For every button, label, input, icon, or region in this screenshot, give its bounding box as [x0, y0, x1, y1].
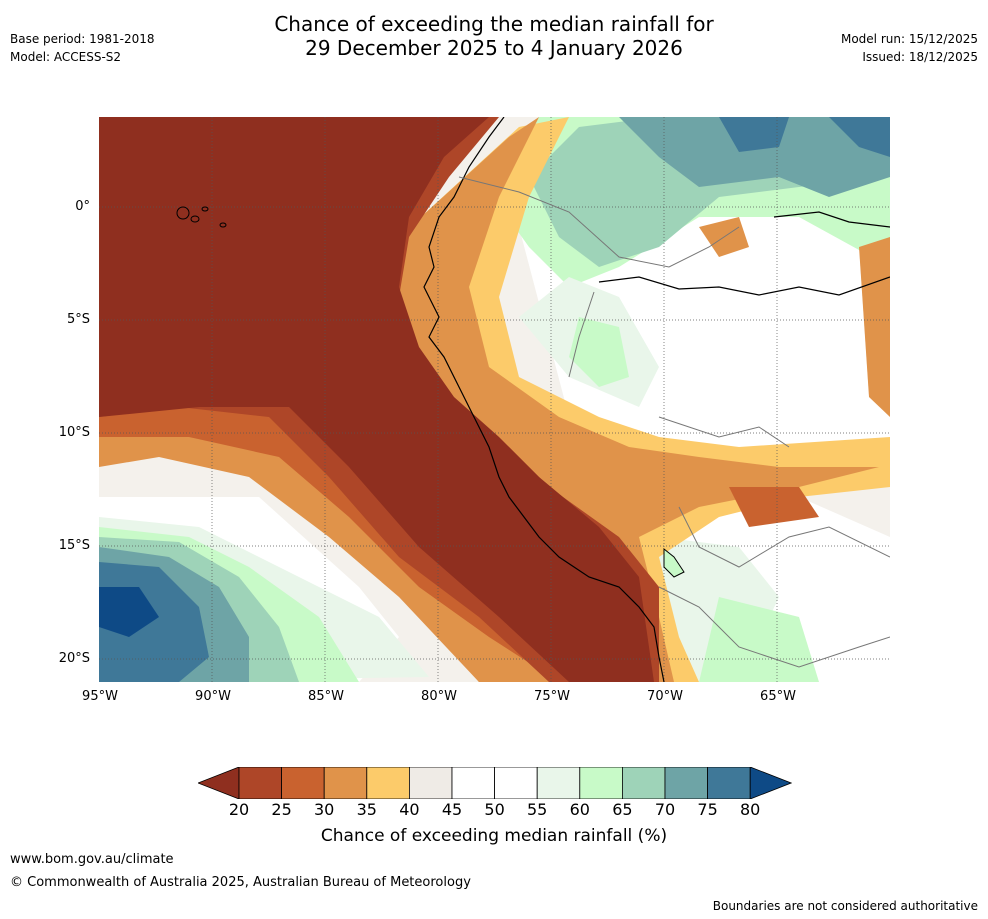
country-borders: [458, 176, 890, 668]
galapagos-islands: [176, 206, 227, 228]
colorbar-cell: [707, 767, 751, 799]
colorbar-tick-label: 40: [399, 800, 420, 819]
colorbar-tick-label: 80: [740, 800, 761, 819]
lat-label-5s: 5°S: [66, 312, 90, 327]
title-line1: Chance of exceeding the median rainfall …: [274, 12, 714, 36]
colorbar-tick-label: 30: [314, 800, 335, 819]
colorbar-cell: [238, 767, 282, 799]
lat-label-10s: 10°S: [58, 425, 90, 440]
colorbar-cell: [281, 767, 325, 799]
colorbar-arrow-high: [749, 767, 792, 799]
footer-disclaimer: Boundaries are not considered authoritat…: [712, 899, 978, 913]
lon-label-70w: 70°W: [647, 689, 683, 704]
model-name: Model: ACCESS-S2: [10, 50, 122, 64]
colorbar-cell: [408, 767, 453, 799]
title-line2: 29 December 2025 to 4 January 2026: [305, 36, 683, 60]
colorbar-tick-label: 55: [527, 800, 548, 819]
colorbar-tick-label: 50: [484, 800, 505, 819]
colorbar-cell: [536, 767, 581, 799]
colorbar-cell: [621, 767, 666, 799]
colorbar-cell: [494, 767, 538, 799]
lon-label-65w: 65°W: [760, 689, 796, 704]
footer-url: www.bom.gov.au/climate: [10, 852, 174, 867]
colorbar-tick-label: 60: [569, 800, 590, 819]
lat-label-15s: 15°S: [58, 538, 90, 553]
region-below-20-ocean: [99, 117, 654, 682]
region-60-65-bolivia: [699, 597, 819, 682]
colorbar-tick-label: 70: [654, 800, 676, 819]
region-dry-patch-3: [729, 487, 819, 527]
header-meta-left: Base period: 1981-2018 Model: ACCESS-S2: [10, 30, 155, 66]
colorbar-tick-label: 65: [612, 800, 633, 819]
region-75-80-north: [719, 117, 890, 157]
colorbar-tick-label: 25: [271, 800, 292, 819]
lon-label-85w: 85°W: [308, 689, 344, 704]
region-70-75-north: [619, 117, 890, 197]
lon-label-90w: 90°W: [195, 689, 231, 704]
lon-label-95w: 95°W: [82, 689, 118, 704]
lon-label-80w: 80°W: [421, 689, 457, 704]
model-run: Model run: 15/12/2025: [840, 32, 978, 46]
colorbar-tick-label: 20: [228, 800, 250, 819]
colorbar-tick-label: 35: [356, 800, 377, 819]
colorbar-cell: [366, 767, 410, 799]
lon-label-75w: 75°W: [534, 689, 570, 704]
issued-date: Issued: 18/12/2025: [862, 50, 978, 64]
colorbar-cell: [451, 767, 495, 799]
footer-copyright: © Commonwealth of Australia 2025, Austra…: [10, 875, 471, 890]
colorbar-cell: [579, 767, 623, 799]
lat-label-20s: 20°S: [58, 651, 90, 666]
base-period: Base period: 1981-2018: [10, 32, 155, 46]
lat-label-0: 0°: [75, 199, 90, 214]
region-60-65-peru: [569, 317, 629, 387]
colorbar-tick-label: 75: [697, 800, 718, 819]
coastline: [423, 117, 665, 682]
region-above-80-ocean: [99, 587, 159, 637]
lake-titicaca: [663, 547, 685, 578]
rainfall-map: [99, 117, 890, 682]
colorbar: [198, 767, 792, 799]
graticule: [99, 117, 890, 682]
amazon-river: [598, 211, 890, 296]
colorbar-tick-label: 45: [441, 800, 463, 819]
colorbar-label: Chance of exceeding median rainfall (%): [320, 826, 668, 846]
colorbar-cell: [323, 767, 368, 799]
map-title: Chance of exceeding the median rainfall …: [0, 12, 988, 60]
colorbar-cell: [664, 767, 708, 799]
colorbar-arrow-low: [198, 767, 240, 799]
region-dry-patch-2: [859, 237, 890, 417]
header-meta-right: Model run: 15/12/2025 Issued: 18/12/2025: [841, 30, 978, 66]
